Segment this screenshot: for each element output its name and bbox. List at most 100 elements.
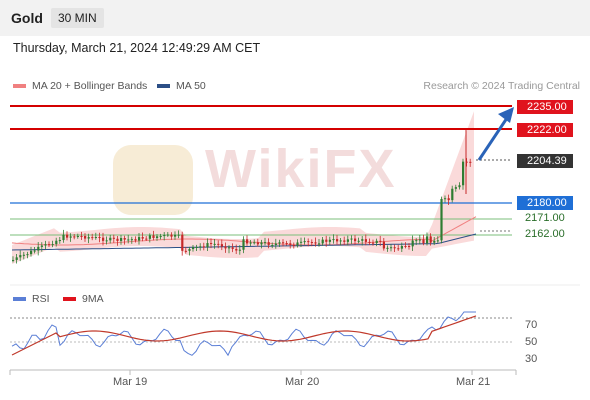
candle-body: [343, 240, 346, 242]
candle-body: [321, 239, 324, 244]
candle-body: [141, 237, 144, 239]
symbol-title: Gold: [11, 10, 43, 26]
candle-body: [15, 257, 18, 260]
candle-body: [447, 198, 450, 201]
candle-body: [181, 234, 184, 251]
candle-body: [458, 185, 461, 188]
candle-body: [307, 241, 310, 243]
candle-body: [213, 243, 216, 245]
candle-body: [199, 246, 202, 248]
candle-body: [429, 236, 432, 243]
timeframe-badge[interactable]: 30 MIN: [51, 8, 104, 28]
candle-body: [69, 236, 72, 238]
candle-body: [242, 239, 245, 250]
candle-body: [267, 242, 270, 246]
candle-body: [368, 241, 371, 243]
rsi-level-30: 30: [525, 353, 538, 365]
candle-body: [285, 243, 288, 245]
candle-body: [256, 242, 259, 245]
x-label-mar21: Mar 21: [456, 376, 491, 388]
candle-body: [260, 242, 263, 245]
candle-body: [238, 249, 241, 251]
candle-body: [382, 241, 385, 249]
candle-body: [422, 239, 425, 244]
ma20-swatch: [13, 84, 26, 89]
level-label-2162: 2162.00: [525, 228, 565, 240]
candle-body: [390, 247, 393, 249]
candle-body: [386, 247, 389, 249]
candle-body: [296, 242, 299, 246]
candle-body: [220, 244, 223, 247]
rsi-label: RSI: [32, 293, 50, 305]
top-bar: Gold 30 MIN: [0, 0, 590, 36]
x-label-mar20: Mar 20: [285, 376, 320, 388]
candle-body: [278, 242, 281, 244]
candle-body: [350, 238, 353, 240]
candle-body: [120, 238, 123, 241]
candle-body: [440, 198, 443, 241]
candle-body: [19, 255, 22, 258]
rsi-ma-swatch: [63, 297, 76, 302]
candle-body: [249, 242, 252, 244]
candle-body: [282, 242, 285, 244]
candle-body: [451, 188, 454, 201]
candle-body: [339, 240, 342, 242]
level-tag-2235: 2235.00: [517, 100, 573, 114]
rsi-level-50: 50: [525, 336, 538, 348]
candle-body: [112, 237, 115, 239]
candle-body: [292, 244, 295, 246]
candle-body: [166, 234, 169, 236]
watermark-text: WikiFX: [205, 139, 397, 199]
candle-body: [465, 161, 468, 163]
candle-body: [271, 244, 274, 246]
level-tag-2222: 2222.00: [517, 123, 573, 137]
ma20-label: MA 20 + Bollinger Bands: [32, 80, 148, 92]
candle-body: [152, 235, 155, 238]
candle-body: [310, 242, 313, 244]
candle-body: [58, 240, 61, 242]
candle-body: [364, 239, 367, 242]
candle-body: [148, 235, 151, 239]
rsi-ma-legend: 9MA: [63, 293, 104, 305]
candle-body: [109, 237, 112, 241]
level-label-2171: 2171.00: [525, 212, 565, 224]
last-price-tag: 2204.39: [517, 154, 573, 168]
candle-body: [12, 259, 15, 261]
candle-body: [102, 237, 105, 241]
candle-body: [91, 237, 94, 239]
candle-body: [22, 254, 25, 256]
candle-body: [174, 234, 177, 237]
candle-body: [195, 246, 198, 248]
candle-body: [361, 239, 364, 241]
candle-body: [55, 240, 58, 245]
candle-body: [231, 247, 234, 249]
rsi-level-70: 70: [525, 319, 538, 331]
rsi-ma-line: [11, 315, 477, 356]
candle-body: [462, 161, 465, 186]
candle-body: [134, 239, 137, 241]
timestamp: Thursday, March 21, 2024 12:49:29 AM CET: [13, 41, 261, 55]
candle-body: [400, 246, 403, 249]
candle-body: [415, 240, 418, 242]
candle-body: [217, 243, 220, 245]
candle-body: [274, 243, 277, 245]
candle-body: [357, 240, 360, 242]
candle-body: [404, 246, 407, 248]
candle-body: [51, 244, 54, 246]
candle-body: [138, 237, 141, 241]
ma50-swatch: [157, 84, 170, 89]
candle-body: [202, 246, 205, 248]
candle-body: [26, 254, 29, 256]
candle-body: [235, 248, 238, 251]
candle-body: [188, 249, 191, 251]
candle-body: [84, 236, 87, 239]
candle-body: [224, 246, 227, 249]
candle-body: [37, 246, 40, 251]
candle-body: [130, 239, 133, 241]
rsi-ma-label: 9MA: [82, 293, 104, 305]
candle-body: [73, 236, 76, 238]
candle-body: [228, 247, 231, 249]
candle-body: [444, 198, 447, 200]
candle-body: [375, 240, 378, 244]
